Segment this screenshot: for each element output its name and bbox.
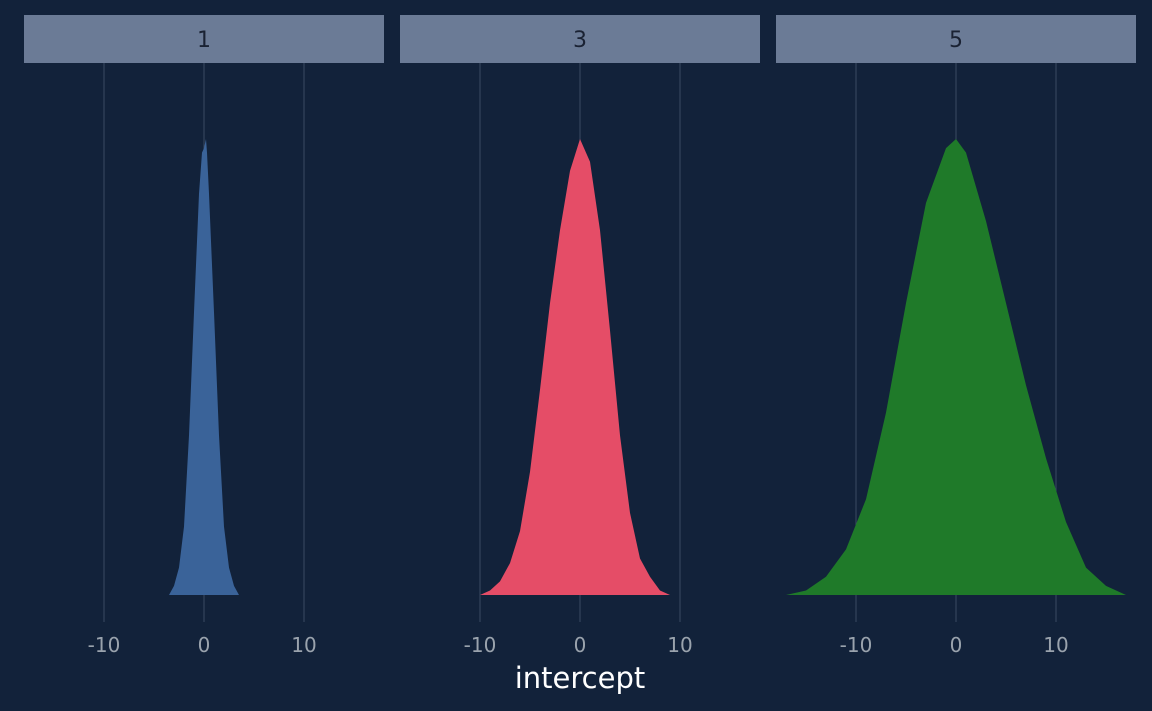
x-axis-title: intercept bbox=[515, 661, 646, 695]
x-tick-label: -10 bbox=[464, 633, 497, 657]
facet-strip-3 bbox=[400, 15, 760, 63]
x-tick-label: 10 bbox=[667, 633, 692, 657]
density-area-3 bbox=[480, 139, 680, 595]
facet-strip-label: 5 bbox=[949, 28, 963, 53]
x-tick-label: 10 bbox=[1043, 633, 1068, 657]
facet-strip-label: 1 bbox=[197, 28, 211, 53]
density-area-1 bbox=[169, 139, 239, 595]
density-area-5 bbox=[786, 139, 1126, 595]
facet-strip-label: 3 bbox=[573, 28, 587, 53]
facet-strip-1 bbox=[24, 15, 384, 63]
x-tick-label: 10 bbox=[291, 633, 316, 657]
x-tick-label: -10 bbox=[840, 633, 873, 657]
x-tick-label: -10 bbox=[88, 633, 121, 657]
x-tick-label: 0 bbox=[574, 633, 587, 657]
x-tick-label: 0 bbox=[950, 633, 963, 657]
x-tick-label: 0 bbox=[198, 633, 211, 657]
facet-strip-5 bbox=[776, 15, 1136, 63]
